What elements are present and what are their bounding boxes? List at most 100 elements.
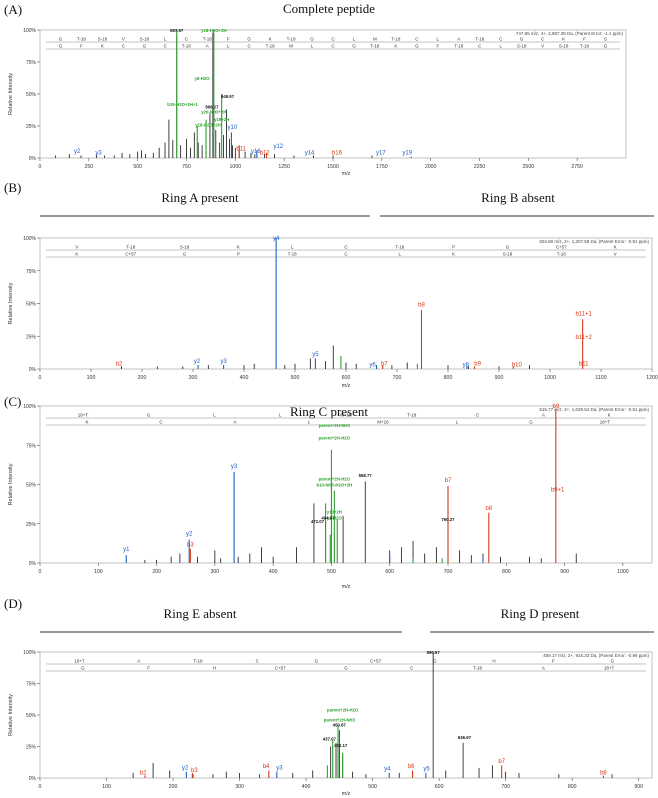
panel3-xtick-label: 0: [39, 569, 42, 575]
panel1-ion-label: y20-NH3+2H: [201, 109, 226, 114]
panel4-seq-bottom-residue: G: [344, 666, 348, 671]
panel3-seq-top-residue: K: [608, 413, 611, 418]
panel1-seq-bottom-residue: G: [143, 44, 147, 49]
panel3-seq-bottom-residue: 18+T: [600, 420, 611, 425]
panel4-ion-label: y3: [276, 765, 283, 771]
panel1-seq-bottom-residue: C: [478, 44, 482, 49]
panel4-xtick-label: 900: [634, 784, 643, 790]
panel3-seq-top-residue: L: [213, 413, 216, 418]
panel4-xtick-label: 600: [435, 784, 444, 790]
panel1-ion-label: 949.97: [221, 94, 235, 99]
panel1-xtick-label: 2750: [571, 164, 583, 170]
panel4-ion-label: y2: [182, 765, 189, 771]
panel4-ion-label: b7: [498, 759, 505, 765]
panel1-xtick-label: 1750: [376, 164, 388, 170]
panel2-seq-top-residue: L: [291, 245, 294, 250]
panel2-xlabel: m/z: [342, 383, 351, 389]
panel4-ion-label: parent+2H-NH3: [324, 718, 356, 723]
panel1-seq-top-residue: V: [122, 37, 125, 42]
panel2-ion-label: y3: [220, 359, 227, 365]
panel4-seq-top-residue: G: [433, 659, 437, 664]
panel2-seq-bottom-residue: C+57: [125, 252, 136, 257]
panel1-seq-top-residue: F: [227, 37, 230, 42]
panel3-seq-bottom-residue: G: [529, 420, 533, 425]
panel2-label: (B): [4, 180, 21, 195]
panel3-xtick-label: 500: [327, 569, 336, 575]
panel2-ion-label: y5: [312, 352, 319, 358]
panel2-xtick-label: 400: [240, 375, 249, 381]
panel2-ring-right-label: Ring B absent: [481, 190, 555, 205]
panel4-seq-bottom-residue: A: [542, 666, 545, 671]
panel4-ion-label: b4: [263, 764, 270, 770]
panel3-seq-bottom-residue: L: [308, 420, 311, 425]
panel1-seq-top-residue: L: [164, 37, 167, 42]
panel1-xtick-label: 1000: [230, 164, 242, 170]
panel2-ytick-label: 50%: [26, 302, 37, 308]
panel3-ytick-label: 75%: [26, 443, 37, 449]
panel1-ion-label: b15-H2O+2H+1: [167, 102, 198, 107]
panel4-seq-bottom-residue: T-18: [473, 666, 483, 671]
panel2-header-info: 604.80 m/z, 2+, 1,207.59 Da, (Parent Err…: [539, 239, 649, 244]
panel1-seq-top-residue: K: [269, 37, 272, 42]
panel4-xtick-label: 300: [235, 784, 244, 790]
panel1-ion-label: y8-H2O: [195, 76, 211, 81]
panel1-ytick-label: 0%: [29, 156, 37, 162]
panel3-ion-label: 760.27: [441, 517, 455, 522]
panel2-ion-label: b9: [474, 361, 481, 367]
panel2-ion-label: b11: [579, 361, 589, 367]
panel1-seq-top-residue: F: [583, 37, 586, 42]
panel3-ion-label: b9+1: [551, 487, 565, 493]
panel1-seq-top-residue: G: [310, 37, 314, 42]
panel1-xtick-label: 1250: [278, 164, 290, 170]
panel1-seq-top-residue: T-18: [203, 37, 213, 42]
panel4-seq-top-residue: C: [256, 659, 260, 664]
panel2-xtick-label: 1200: [646, 375, 658, 381]
panel2-seq-top-residue: P: [452, 245, 455, 250]
panel1-seq-bottom-residue: K: [101, 44, 104, 49]
panel4-ion-label: 450.87: [333, 723, 347, 728]
panel3-seq-top-residue: A: [542, 413, 545, 418]
panel1-header-info: 747.65 m/z, 4+, 2,987.39 Da, (Parent Err…: [516, 31, 624, 36]
panel2-xtick-label: 300: [189, 375, 198, 381]
panel2-seq-bottom-residue: K: [452, 252, 455, 257]
panel1-seq-bottom-residue: S-18: [517, 44, 527, 49]
panel4-seq-bottom-residue: G: [81, 666, 85, 671]
panel3-ion-label: y3-H2O: [327, 516, 343, 521]
panel4-seq-top-residue: G: [315, 659, 319, 664]
panel4-xtick-label: 700: [501, 784, 510, 790]
panel2-seq-top-residue: S-18: [180, 245, 190, 250]
panel4-ion-label: 450.17: [334, 743, 348, 748]
panel1-seq-bottom-residue: A: [206, 44, 209, 49]
panel3-seq-top-residue: L: [279, 413, 282, 418]
panel1-ion-label: 697.97: [170, 28, 184, 33]
panel1-xtick-label: 1500: [327, 164, 339, 170]
panel3-ion-label: parent+2H-H2O: [319, 436, 351, 441]
panel3-seq-bottom-residue: C: [159, 420, 163, 425]
panel1-seq-top-residue: S-18: [140, 37, 150, 42]
panel4-seq-top-residue: C+57: [370, 659, 381, 664]
panel2-xtick-label: 1100: [595, 375, 606, 381]
panel3-seq-bottom-residue: A: [233, 420, 236, 425]
panel4-ring-right-label: Ring D present: [501, 606, 580, 621]
panel1-seq-top-residue: L: [437, 37, 440, 42]
panel3-xtick-label: 400: [269, 569, 278, 575]
panel2-seq-bottom-residue: T-18: [557, 252, 567, 257]
panel2-seq-bottom-residue: L: [399, 252, 402, 257]
panel3-seq-bottom-residue: K: [85, 420, 88, 425]
panel1-seq-bottom-residue: L: [227, 44, 230, 49]
panel4-ytick-label: 50%: [26, 713, 37, 719]
panel2-seq-bottom-residue: V: [614, 252, 617, 257]
panel3-header-info: 515.77 m/z, 2+, 1,029.54 Da, (Parent Err…: [539, 407, 649, 412]
panel3-ion-label: parent+2H-NH3: [319, 423, 351, 428]
panel4-seq-bottom-residue: 18+T: [604, 666, 615, 671]
panel1-ion-label: 866.27: [205, 104, 219, 109]
panel1-ion-label: y10: [228, 125, 238, 131]
panel1-ion-label: y16: [251, 149, 261, 155]
panel3-ion-label: y1: [123, 547, 130, 553]
panel1-ion-label: y19+2H: [214, 117, 229, 122]
panel4-ion-label: y4: [384, 767, 391, 773]
panel1-ytick-label: 100%: [23, 28, 36, 34]
panel1-seq-top-residue: L: [353, 37, 356, 42]
panel3-ring-label: Ring C present: [290, 404, 368, 419]
